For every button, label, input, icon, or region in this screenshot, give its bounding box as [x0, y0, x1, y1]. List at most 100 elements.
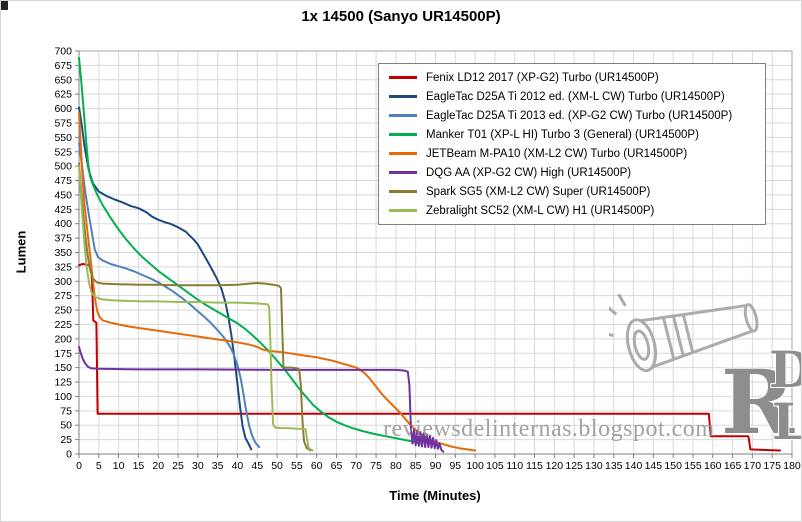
svg-text:75: 75 — [60, 405, 72, 417]
series-line-5 — [78, 345, 445, 453]
svg-text:70: 70 — [350, 460, 362, 472]
svg-text:300: 300 — [54, 276, 72, 288]
legend-swatch — [389, 95, 417, 98]
svg-text:90: 90 — [430, 460, 442, 472]
svg-text:550: 550 — [54, 132, 72, 144]
svg-text:675: 675 — [54, 60, 72, 72]
logo-letter-r: R — [721, 350, 795, 454]
legend-label: EagleTac D25A Ti 2012 ed. (XM-L CW) Turb… — [426, 90, 725, 103]
rdl-logo: R D L — [609, 293, 802, 455]
svg-text:275: 275 — [54, 290, 72, 302]
series-line-2 — [78, 142, 261, 449]
corner-mark — [1, 1, 8, 10]
x-axis-title: Time (Minutes) — [389, 488, 481, 503]
svg-text:25: 25 — [172, 460, 184, 472]
svg-text:350: 350 — [54, 247, 72, 259]
svg-text:0: 0 — [66, 449, 72, 461]
svg-text:150: 150 — [54, 362, 72, 374]
svg-text:650: 650 — [54, 74, 72, 86]
chart-title: 1x 14500 (Sanyo UR14500P) — [301, 8, 501, 25]
svg-text:105: 105 — [486, 460, 504, 472]
svg-text:160: 160 — [704, 460, 722, 472]
svg-text:375: 375 — [54, 233, 72, 245]
svg-text:425: 425 — [54, 204, 72, 216]
legend-item: EagleTac D25A Ti 2013 ed. (XP-G2 CW) Tur… — [389, 108, 755, 123]
svg-text:125: 125 — [54, 377, 72, 389]
svg-text:10: 10 — [113, 460, 125, 472]
svg-text:30: 30 — [192, 460, 204, 472]
svg-text:50: 50 — [60, 420, 72, 432]
legend-item: Zebralight SC52 (XM-L CW) H1 (UR14500P) — [389, 203, 755, 218]
svg-text:15: 15 — [133, 460, 145, 472]
svg-text:130: 130 — [585, 460, 603, 472]
svg-text:80: 80 — [390, 460, 402, 472]
svg-text:20: 20 — [152, 460, 164, 472]
legend: Fenix LD12 2017 (XP-G2) Turbo (UR14500P)… — [378, 63, 766, 225]
flashlight-icon — [609, 293, 759, 373]
series-line-3 — [78, 56, 421, 445]
svg-text:120: 120 — [546, 460, 564, 472]
svg-text:140: 140 — [625, 460, 643, 472]
legend-label: Zebralight SC52 (XM-L CW) H1 (UR14500P) — [426, 204, 655, 217]
svg-text:110: 110 — [506, 460, 523, 472]
svg-text:65: 65 — [331, 460, 343, 472]
legend-swatch — [389, 76, 417, 79]
svg-text:175: 175 — [763, 460, 781, 472]
legend-item: Manker T01 (XP-L HI) Turbo 3 (General) (… — [389, 127, 755, 142]
svg-text:115: 115 — [526, 460, 543, 472]
svg-text:170: 170 — [744, 460, 762, 472]
svg-text:400: 400 — [54, 218, 72, 230]
svg-text:700: 700 — [54, 46, 72, 58]
legend-item: JETBeam M-PA10 (XM-L2 CW) Turbo (UR14500… — [389, 146, 755, 161]
svg-text:40: 40 — [232, 460, 244, 472]
svg-text:100: 100 — [54, 391, 72, 403]
legend-label: Spark SG5 (XM-L2 CW) Super (UR14500P) — [426, 185, 651, 198]
y-axis-title: Lumen — [13, 230, 29, 274]
svg-text:475: 475 — [54, 175, 72, 187]
svg-text:175: 175 — [54, 348, 72, 360]
svg-text:60: 60 — [311, 460, 323, 472]
svg-text:500: 500 — [54, 161, 72, 173]
svg-text:100: 100 — [466, 460, 484, 472]
series-line-1 — [78, 106, 253, 451]
logo-letter-l: L — [772, 392, 802, 451]
legend-label: Fenix LD12 2017 (XP-G2) Turbo (UR14500P) — [426, 71, 659, 84]
legend-swatch — [389, 190, 417, 193]
svg-text:180: 180 — [783, 460, 801, 472]
legend-item: EagleTac D25A Ti 2012 ed. (XM-L CW) Turb… — [389, 89, 755, 104]
svg-text:625: 625 — [54, 89, 72, 101]
watermark-text: reviewsdelinternas.blogspot.com — [383, 416, 715, 442]
svg-text:165: 165 — [724, 460, 742, 472]
legend-swatch — [389, 114, 417, 117]
svg-text:75: 75 — [370, 460, 382, 472]
legend-label: Manker T01 (XP-L HI) Turbo 3 (General) (… — [426, 128, 699, 141]
legend-swatch — [389, 171, 417, 174]
svg-text:145: 145 — [645, 460, 663, 472]
svg-text:250: 250 — [54, 305, 72, 317]
legend-item: Fenix LD12 2017 (XP-G2) Turbo (UR14500P) — [389, 70, 755, 85]
svg-text:125: 125 — [565, 460, 583, 472]
svg-text:25: 25 — [60, 434, 72, 446]
svg-text:45: 45 — [251, 460, 263, 472]
svg-text:150: 150 — [664, 460, 682, 472]
svg-text:135: 135 — [605, 460, 623, 472]
svg-text:50: 50 — [271, 460, 283, 472]
svg-text:600: 600 — [54, 103, 72, 115]
legend-item: Spark SG5 (XM-L2 CW) Super (UR14500P) — [389, 184, 755, 199]
svg-text:450: 450 — [54, 189, 72, 201]
series-line-7 — [78, 165, 314, 452]
svg-text:225: 225 — [54, 319, 72, 331]
svg-text:575: 575 — [54, 117, 72, 129]
svg-text:35: 35 — [212, 460, 224, 472]
svg-text:325: 325 — [54, 261, 72, 273]
legend-swatch — [389, 152, 417, 155]
svg-text:200: 200 — [54, 333, 72, 345]
svg-text:85: 85 — [410, 460, 422, 472]
svg-text:5: 5 — [96, 460, 102, 472]
legend-item: DQG AA (XP-G2 CW) High (UR14500P) — [389, 165, 755, 180]
legend-label: EagleTac D25A Ti 2013 ed. (XP-G2 CW) Tur… — [426, 109, 733, 122]
legend-swatch — [389, 209, 417, 212]
legend-swatch — [389, 133, 417, 136]
